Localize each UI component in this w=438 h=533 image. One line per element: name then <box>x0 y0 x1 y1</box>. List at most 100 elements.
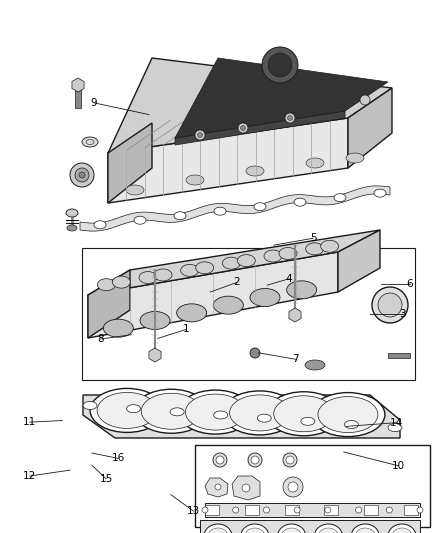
Text: 4: 4 <box>286 274 293 284</box>
Text: 6: 6 <box>406 279 413 289</box>
Text: 14: 14 <box>390 418 403 427</box>
Text: 16: 16 <box>112 454 125 463</box>
Ellipse shape <box>154 269 172 281</box>
Bar <box>285 505 299 515</box>
Polygon shape <box>108 58 392 153</box>
Ellipse shape <box>305 360 325 370</box>
Ellipse shape <box>66 209 78 217</box>
Text: 8: 8 <box>97 334 104 344</box>
Polygon shape <box>88 230 380 295</box>
Ellipse shape <box>214 411 228 419</box>
Ellipse shape <box>134 216 146 224</box>
Ellipse shape <box>185 394 245 430</box>
Circle shape <box>251 456 259 464</box>
Ellipse shape <box>318 528 339 533</box>
Ellipse shape <box>374 189 386 197</box>
Ellipse shape <box>267 392 341 436</box>
Ellipse shape <box>254 203 266 211</box>
Circle shape <box>195 130 205 140</box>
Ellipse shape <box>334 193 346 201</box>
Ellipse shape <box>264 250 282 262</box>
Ellipse shape <box>214 207 226 215</box>
Polygon shape <box>108 118 348 203</box>
Ellipse shape <box>314 524 343 533</box>
Text: 2: 2 <box>233 278 240 287</box>
Ellipse shape <box>180 264 199 277</box>
Ellipse shape <box>127 405 141 413</box>
Circle shape <box>262 47 298 83</box>
Ellipse shape <box>177 304 207 322</box>
Polygon shape <box>108 123 152 203</box>
Ellipse shape <box>134 389 208 433</box>
Polygon shape <box>232 476 260 500</box>
Polygon shape <box>338 230 380 292</box>
Text: 3: 3 <box>399 310 406 319</box>
Ellipse shape <box>141 393 201 429</box>
Ellipse shape <box>417 507 423 513</box>
Ellipse shape <box>311 393 385 437</box>
Circle shape <box>248 453 262 467</box>
Circle shape <box>287 116 293 120</box>
Ellipse shape <box>250 288 280 306</box>
Ellipse shape <box>223 391 297 435</box>
Circle shape <box>216 456 224 464</box>
Text: 10: 10 <box>392 461 405 471</box>
Text: 13: 13 <box>187 506 200 516</box>
Ellipse shape <box>279 247 297 260</box>
Ellipse shape <box>318 397 378 433</box>
Circle shape <box>286 456 294 464</box>
Ellipse shape <box>351 524 379 533</box>
Ellipse shape <box>97 279 115 290</box>
Ellipse shape <box>230 395 290 431</box>
Ellipse shape <box>294 507 300 513</box>
Ellipse shape <box>245 528 265 533</box>
Ellipse shape <box>126 185 144 195</box>
Ellipse shape <box>170 408 184 416</box>
Circle shape <box>288 482 298 492</box>
Ellipse shape <box>94 221 106 229</box>
Polygon shape <box>149 348 161 362</box>
Circle shape <box>283 477 303 497</box>
Circle shape <box>238 123 248 133</box>
Polygon shape <box>83 395 400 438</box>
Ellipse shape <box>286 281 317 299</box>
Ellipse shape <box>82 137 98 147</box>
Bar <box>404 505 418 515</box>
Ellipse shape <box>103 319 133 337</box>
Ellipse shape <box>186 175 204 185</box>
Ellipse shape <box>356 507 362 513</box>
Ellipse shape <box>388 524 416 533</box>
Ellipse shape <box>306 158 324 168</box>
Ellipse shape <box>139 271 157 284</box>
Ellipse shape <box>97 392 157 429</box>
Circle shape <box>242 484 250 492</box>
Ellipse shape <box>90 389 164 432</box>
Polygon shape <box>289 308 301 322</box>
Circle shape <box>240 125 246 131</box>
Bar <box>195 445 430 527</box>
Ellipse shape <box>178 390 252 434</box>
Ellipse shape <box>325 507 331 513</box>
Circle shape <box>283 453 297 467</box>
Polygon shape <box>388 353 410 358</box>
Polygon shape <box>72 78 84 92</box>
Circle shape <box>75 168 89 182</box>
Ellipse shape <box>388 424 402 432</box>
Ellipse shape <box>274 395 334 432</box>
Ellipse shape <box>278 524 306 533</box>
Ellipse shape <box>257 414 271 422</box>
Ellipse shape <box>346 153 364 163</box>
Polygon shape <box>82 248 415 380</box>
Circle shape <box>268 53 292 77</box>
Ellipse shape <box>392 528 412 533</box>
Bar <box>364 505 378 515</box>
Circle shape <box>285 113 295 123</box>
Ellipse shape <box>241 524 269 533</box>
Circle shape <box>215 484 221 490</box>
Polygon shape <box>88 270 130 338</box>
Ellipse shape <box>213 296 244 314</box>
Ellipse shape <box>83 401 97 409</box>
Ellipse shape <box>67 225 77 231</box>
Bar <box>245 505 259 515</box>
Ellipse shape <box>246 166 264 176</box>
